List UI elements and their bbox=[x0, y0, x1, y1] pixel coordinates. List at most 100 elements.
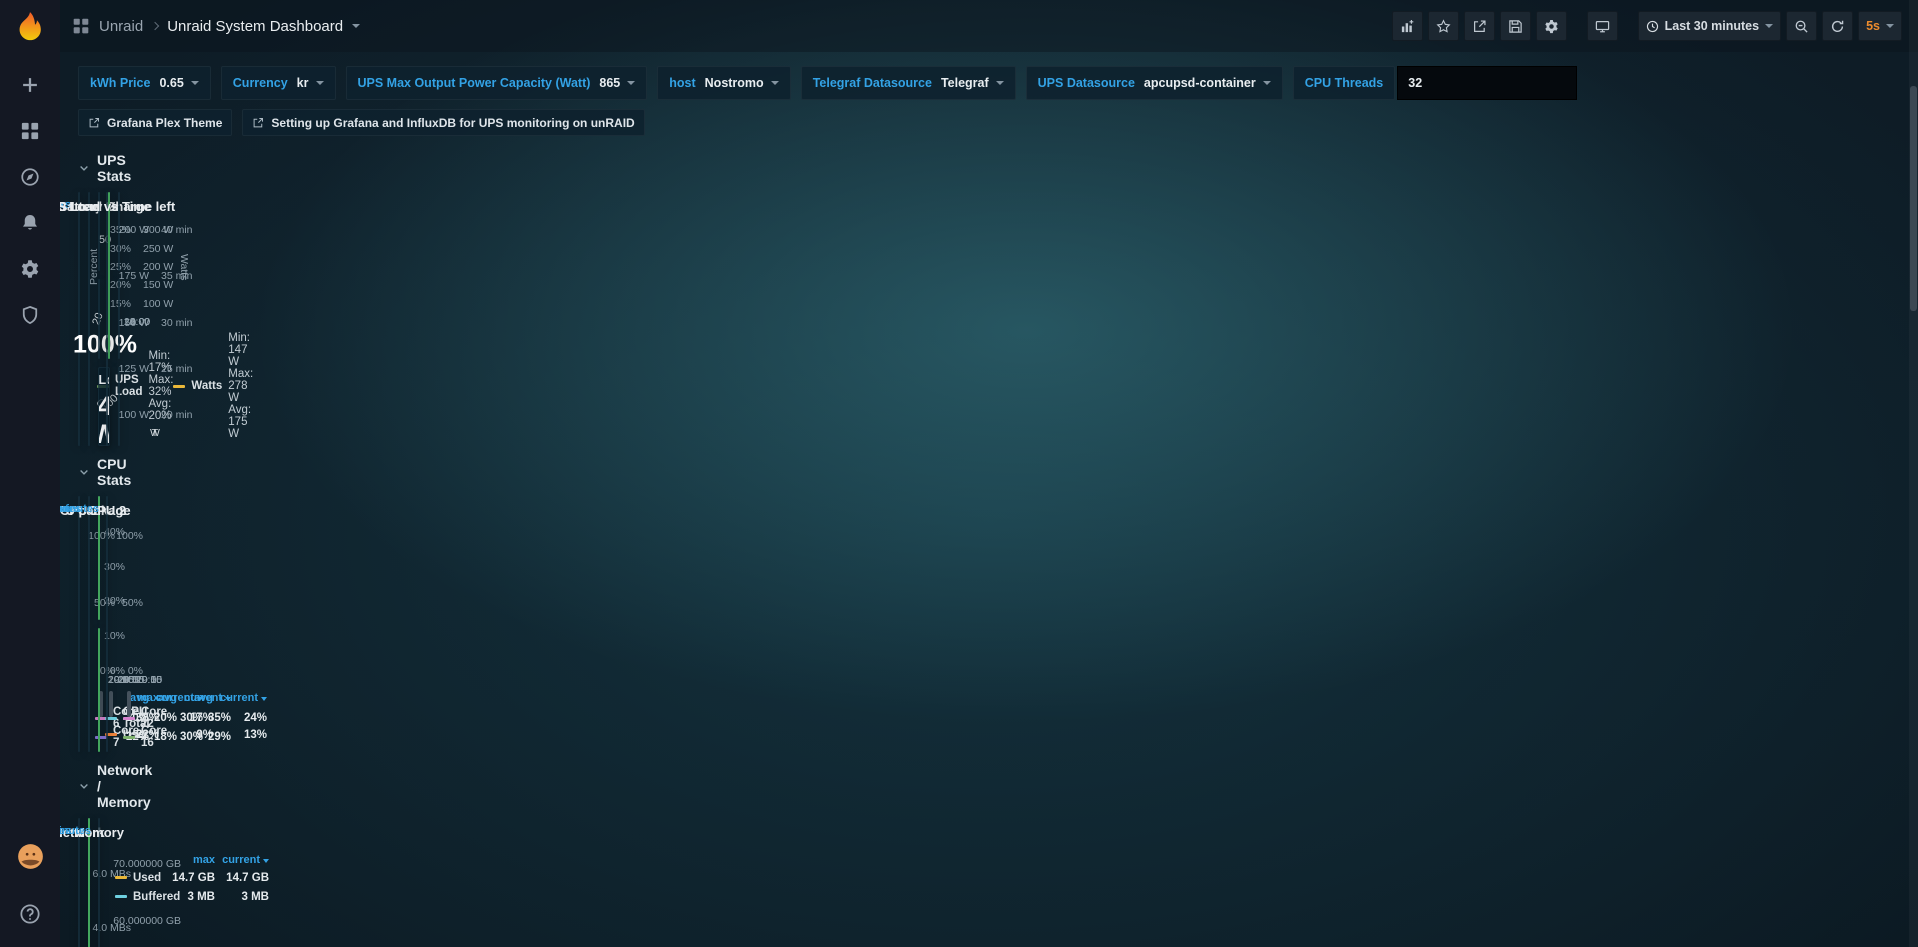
time-range-picker[interactable]: Last 30 minutes bbox=[1637, 11, 1782, 41]
dashboard-settings-button[interactable] bbox=[1535, 11, 1567, 41]
legend-column-current[interactable]: current bbox=[215, 854, 269, 866]
navbar-actions: Last 30 minutes 5s bbox=[1391, 11, 1902, 41]
legend-series-name: Used bbox=[133, 871, 162, 884]
axis-tick: 50% bbox=[121, 597, 143, 610]
dashboard-link[interactable]: Setting up Grafana and InfluxDB for UPS … bbox=[242, 109, 645, 136]
axis-tick: 20:10 bbox=[117, 674, 145, 686]
axis-tick: 150 W bbox=[118, 316, 149, 329]
variable-input-cpu-threads[interactable] bbox=[1397, 66, 1578, 100]
legend-scrollbar[interactable] bbox=[109, 691, 113, 717]
axis-tick: 150 W bbox=[143, 279, 174, 292]
scrollbar-thumb[interactable] bbox=[1910, 86, 1917, 311]
sidebar-item-dashboards[interactable] bbox=[7, 110, 53, 152]
panel-title[interactable]: CPU package bbox=[47, 502, 131, 518]
variable-value[interactable]: apcupsd-container bbox=[1144, 76, 1271, 90]
sidebar-item-create[interactable] bbox=[7, 64, 53, 106]
refresh-button[interactable] bbox=[1822, 11, 1854, 41]
variable-dropdown-telegraf-datasource[interactable]: Telegraf Datasource Telegraf bbox=[800, 66, 1016, 100]
clock-icon bbox=[1646, 20, 1659, 33]
variable-ups-datasource: UPS Datasource apcupsd-container bbox=[1025, 66, 1283, 100]
cpu2-chart: 0% 50% 100% 19:50 19:55 20:00 20:05 20:10 20:15 a… bbox=[107, 523, 231, 751]
sidebar-item-alerting[interactable] bbox=[7, 202, 53, 244]
sidebar-item-profile[interactable] bbox=[7, 835, 53, 877]
variable-dropdown-currency[interactable]: Currency kr bbox=[220, 66, 336, 100]
axis-tick: 19:55 bbox=[117, 674, 145, 686]
gauge-value: 100% bbox=[73, 330, 137, 359]
title-caret-icon[interactable] bbox=[352, 24, 361, 28]
legend-column-current[interactable]: current bbox=[149, 692, 203, 704]
share-dashboard-button[interactable] bbox=[1463, 11, 1495, 41]
variable-value[interactable]: Telegraf bbox=[941, 76, 1004, 90]
legend-column-current[interactable]: current bbox=[213, 692, 267, 704]
legend-scrollbar[interactable] bbox=[99, 691, 103, 717]
grafana-logo-icon[interactable] bbox=[0, 0, 60, 54]
breadcrumb: Unraid Unraid System Dashboard bbox=[72, 17, 361, 35]
variable-dropdown-ups-max-output-power-capacity-watt[interactable]: UPS Max Output Power Capacity (Watt) 865 bbox=[345, 66, 648, 100]
legend-scrollbar[interactable] bbox=[127, 691, 131, 717]
panel-title[interactable]: Memory bbox=[74, 824, 124, 840]
variable-label: UPS Datasource bbox=[1037, 76, 1135, 90]
legend-column-avg[interactable]: avg bbox=[158, 691, 177, 704]
dashboard-link-label: Grafana Plex Theme bbox=[107, 115, 223, 130]
submenu: kWh Price 0.65 Currency kr UPS Max Output Po… bbox=[60, 52, 1918, 142]
variable-value[interactable]: 865 bbox=[599, 76, 636, 90]
legend-value: 22% bbox=[125, 731, 149, 743]
legend: max current Used 14.7 GB 14.7 GB Buffered 3 MB… bbox=[107, 847, 279, 947]
legend-column-current[interactable]: current bbox=[177, 692, 231, 704]
dashboard-title[interactable]: Unraid System Dashboard bbox=[167, 17, 344, 35]
cpu-package-chart: 0% 10% 20% 30% 40% 19:50 19:55 20:00 20:05 20:10 2… bbox=[89, 523, 267, 751]
panel-title[interactable]: Network bbox=[53, 824, 105, 840]
add-panel-button[interactable] bbox=[1391, 11, 1423, 41]
caret-down-icon bbox=[315, 81, 324, 85]
legend-item[interactable]: UPS Load Min: 17% Max: 32% Avg: 20% bbox=[97, 350, 173, 422]
panel-title[interactable]: UPS Load vs Time left bbox=[38, 198, 176, 214]
sidebar-item-server-admin[interactable] bbox=[7, 294, 53, 336]
zoom-out-button[interactable] bbox=[1786, 11, 1818, 41]
sidebar-item-help[interactable] bbox=[7, 893, 53, 935]
time-range-label: Last 30 minutes bbox=[1664, 19, 1760, 33]
variable-dropdown-host[interactable]: host Nostromo bbox=[657, 66, 791, 100]
variable-dropdown-kwh-price[interactable]: kWh Price 0.65 bbox=[78, 66, 211, 100]
save-dashboard-button[interactable] bbox=[1499, 11, 1531, 41]
y-axis-right: 100 W 150 W 200 W 250 W 300 W bbox=[137, 221, 177, 313]
panel-uptime: Uptime 1 month 1 bbox=[88, 818, 90, 947]
legend-series-stats: Min: 17% Max: 32% Avg: 20% bbox=[148, 350, 174, 422]
sort-caret-icon bbox=[197, 696, 203, 701]
legend-item[interactable]: Watts Min: 147 W Max: 278 W Avg: 175 W bbox=[173, 332, 253, 440]
page-scrollbar[interactable] bbox=[1909, 0, 1918, 947]
variable-cpu-threads: CPU Threads bbox=[1292, 66, 1578, 100]
variable-ups-max-output-power-capacity-watt: UPS Max Output Power Capacity (Watt) 865 bbox=[345, 66, 648, 100]
legend-column-max[interactable]: max bbox=[192, 853, 215, 866]
legend-column-avg[interactable]: avg bbox=[130, 691, 149, 704]
series-color-dash bbox=[123, 735, 135, 739]
sidebar-item-configuration[interactable] bbox=[7, 248, 53, 290]
variable-dropdown-ups-datasource[interactable]: UPS Datasource apcupsd-container bbox=[1025, 66, 1283, 100]
y-axis-title: Watts bbox=[178, 253, 190, 281]
star-dashboard-button[interactable] bbox=[1427, 11, 1459, 41]
legend-column-avg[interactable]: avg bbox=[194, 691, 213, 704]
series-color-dash bbox=[115, 895, 127, 898]
refresh-interval-picker[interactable]: 5s bbox=[1858, 11, 1902, 41]
sort-caret-icon bbox=[225, 696, 231, 701]
axis-tick: 20:15 bbox=[107, 674, 135, 686]
dashboard-link[interactable]: Grafana Plex Theme bbox=[78, 109, 233, 136]
stat-value: 1 month 1 bbox=[89, 843, 90, 947]
sidebar-item-explore[interactable] bbox=[7, 156, 53, 198]
variable-value[interactable]: 0.65 bbox=[159, 76, 199, 90]
cycle-view-button[interactable] bbox=[1586, 11, 1618, 41]
legend-value: 35% bbox=[207, 712, 231, 724]
stat-title[interactable]: Current Load kWh bbox=[98, 372, 109, 387]
legend-item[interactable]: Buffered bbox=[115, 891, 180, 903]
breadcrumb-folder[interactable]: Unraid bbox=[99, 17, 144, 35]
dashboard-links: Grafana Plex Theme Setting up Grafana and… bbox=[78, 109, 1900, 136]
panel-title[interactable]: CPU 2 bbox=[87, 502, 127, 518]
legend-column-max[interactable]: max bbox=[136, 691, 159, 704]
variable-value[interactable]: kr bbox=[297, 76, 324, 90]
variable-dropdown-cpu-threads[interactable]: CPU Threads bbox=[1292, 66, 1396, 100]
legend-row: Buffered 3 MB 3 MB bbox=[115, 887, 269, 906]
variable-value[interactable]: Nostromo bbox=[705, 76, 779, 90]
series-color-dash bbox=[123, 716, 135, 720]
legend-item[interactable]: Used bbox=[115, 872, 161, 884]
